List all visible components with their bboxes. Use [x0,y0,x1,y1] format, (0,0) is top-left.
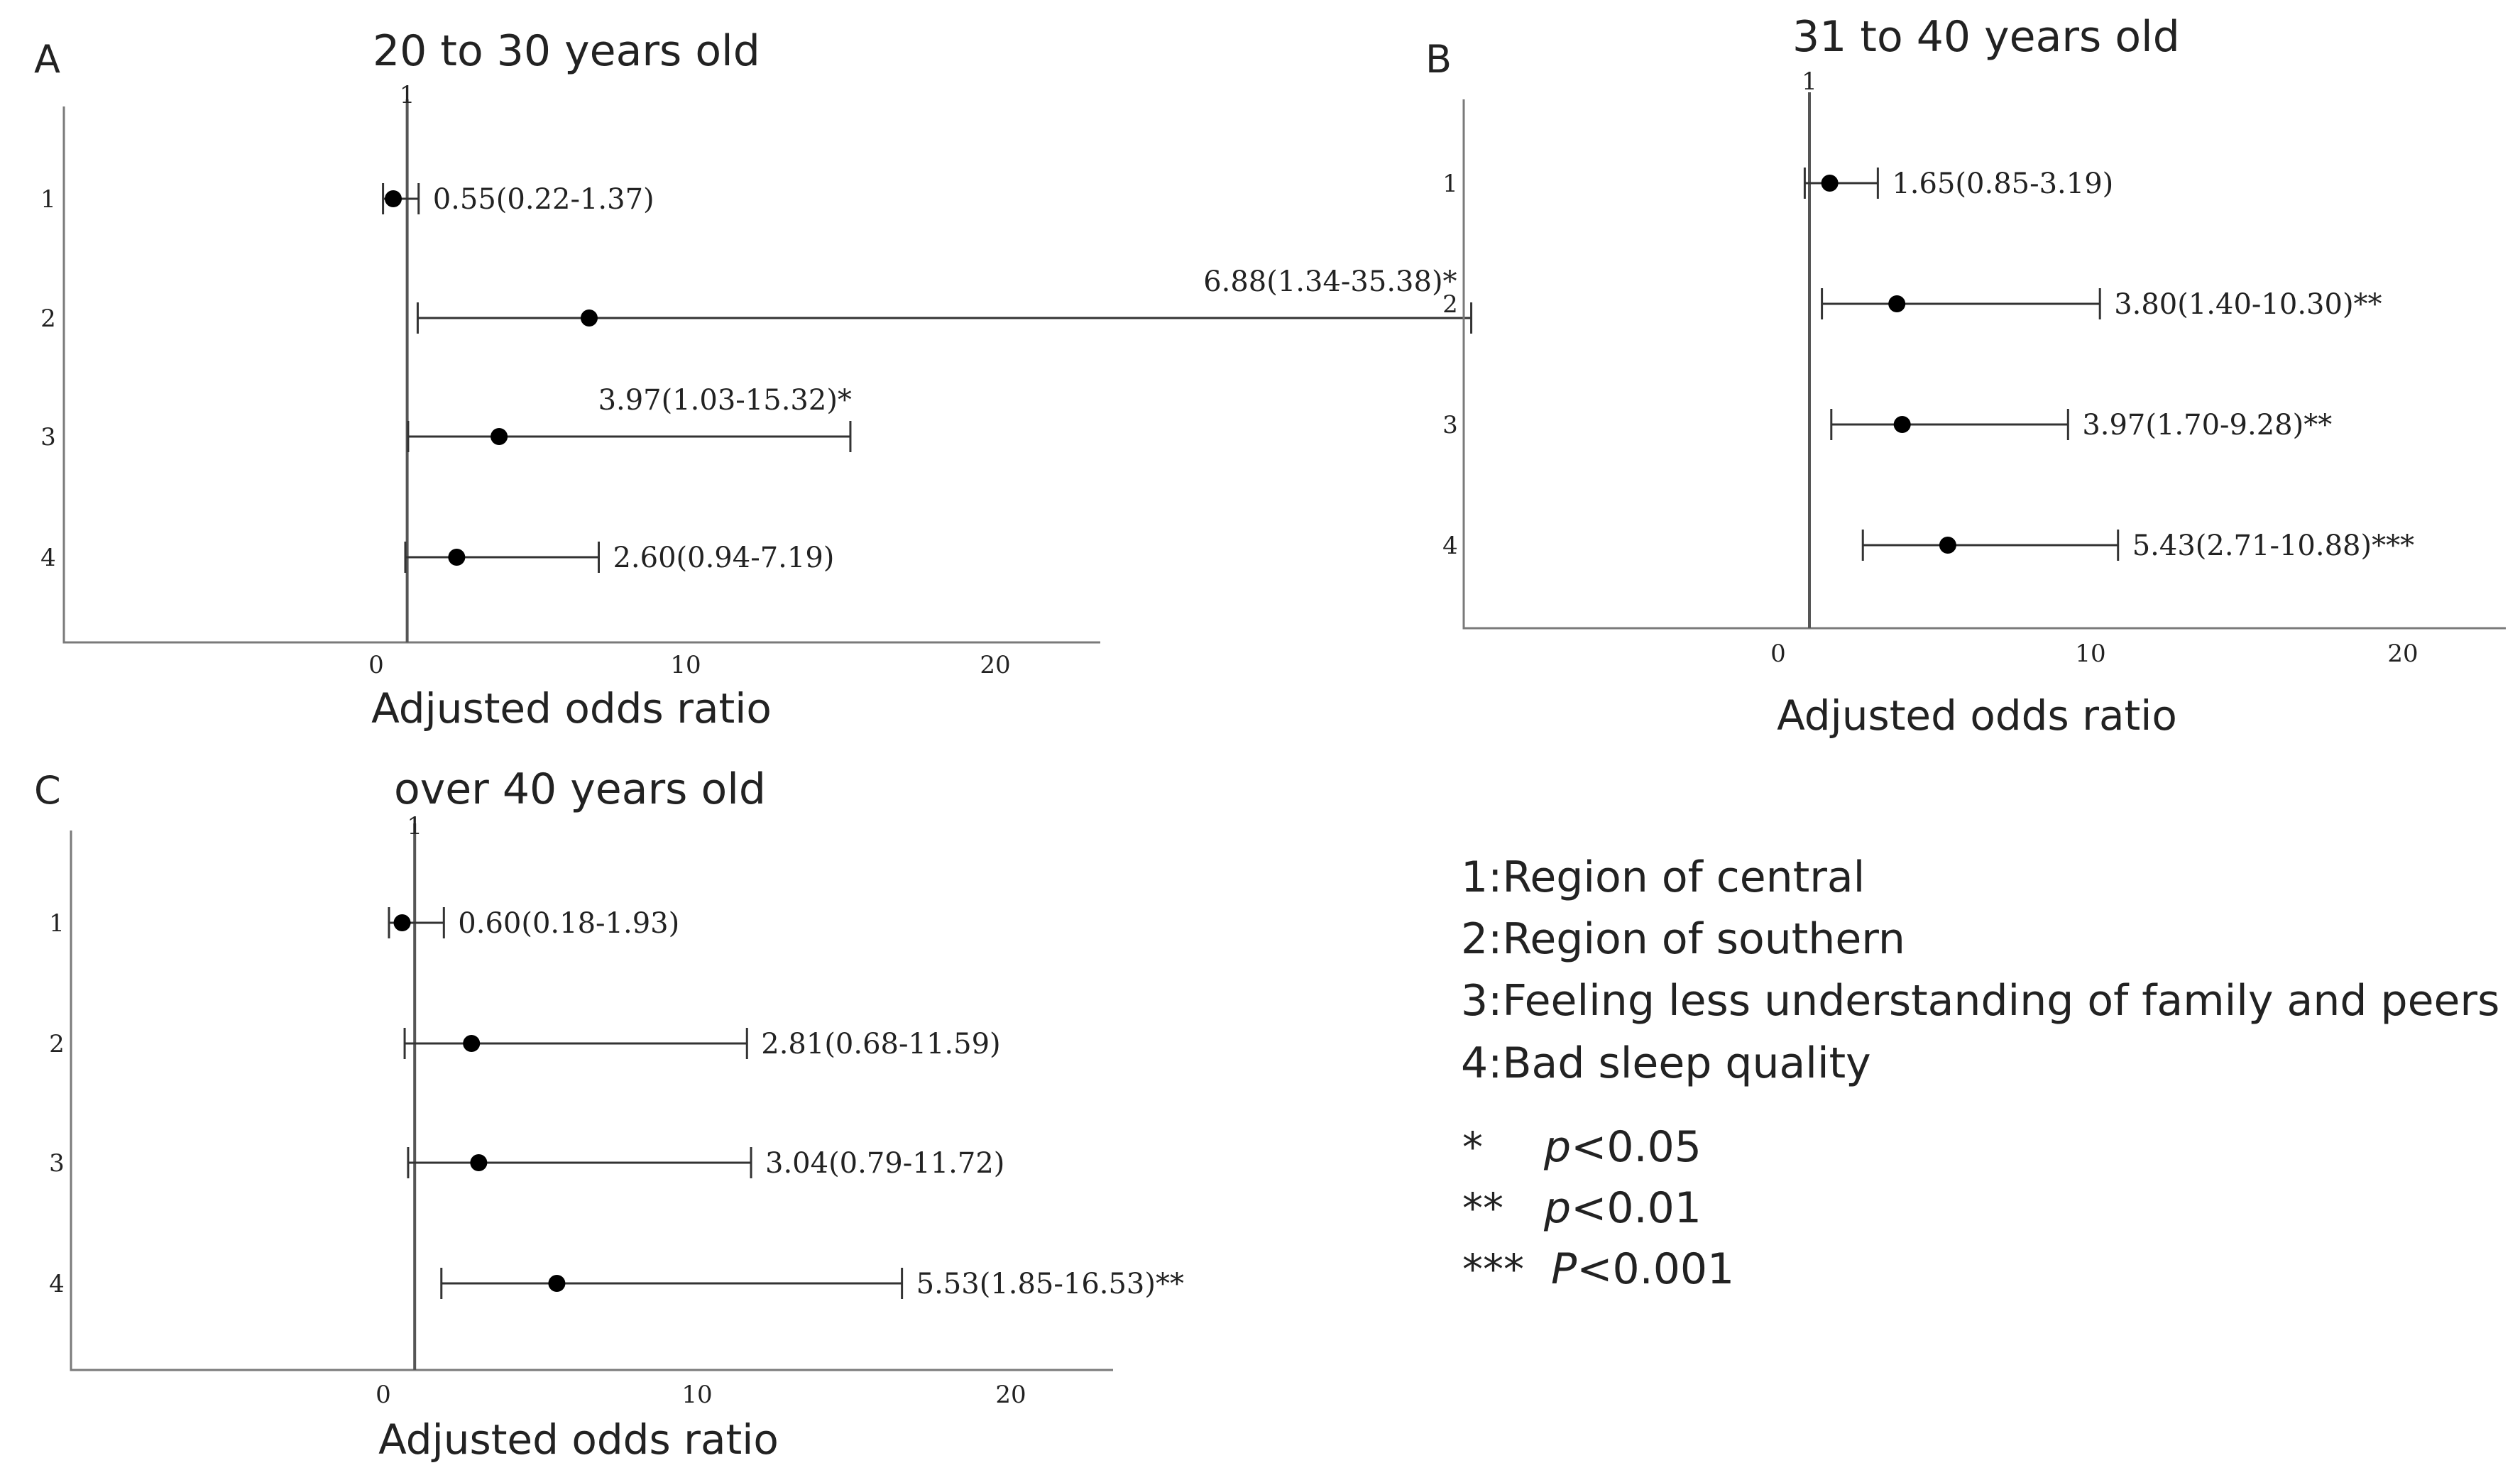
odds-ratio-point [1888,295,1906,312]
odds-ratio-point [1893,416,1911,433]
data-label: 5.53(1.85-16.53)** [916,1268,1184,1300]
panel-title: over 40 years old [394,764,766,814]
axis-frame [1462,99,2506,630]
sig-rest-3: <0.001 [1577,1244,1734,1294]
axis-frame [62,106,1100,644]
data-label: 1.65(0.85-3.19) [1892,168,2113,200]
odds-ratio-point [1821,175,1839,192]
sig-text-2: p<0.01 [1543,1183,1702,1233]
category-label: 2 [49,1030,65,1058]
sig-symbol-1: * [1462,1123,1483,1171]
x-tick-label: 10 [681,1381,712,1409]
panel-letter: C [34,768,61,813]
category-label: 3 [49,1149,65,1178]
odds-ratio-point [580,309,598,327]
data-label: 3.04(0.79-11.72) [765,1147,1004,1180]
category-label: 4 [40,544,56,572]
x-tick-label: 20 [2387,640,2418,668]
odds-ratio-point [448,549,466,566]
x-axis-label: Adjusted odds ratio [378,1415,779,1464]
category-label: 1 [1442,170,1458,198]
panel-title: 31 to 40 years old [1792,12,2180,62]
reference-line-label: 1 [400,81,415,109]
x-tick-label: 10 [2075,640,2105,668]
category-label: 1 [49,909,65,938]
x-tick-label: 0 [376,1381,391,1409]
data-label: 2.60(0.94-7.19) [613,542,834,574]
legend-item-3: 3:Feeling less understanding of family a… [1461,976,2499,1026]
legend-item-2: 2:Region of southern [1461,914,1905,964]
category-label: 4 [49,1270,65,1298]
data-label: 0.55(0.22-1.37) [433,183,654,216]
odds-ratio-point [384,190,402,207]
x-tick-label: 10 [670,651,701,679]
category-label: 2 [1442,290,1458,319]
sig-rest-2: <0.01 [1571,1183,1702,1233]
sig-p-3: P [1551,1244,1577,1294]
odds-ratio-point [491,428,508,445]
x-axis-label: Adjusted odds ratio [371,684,772,733]
odds-ratio-point [1939,537,1956,554]
x-tick-label: 0 [1770,640,1786,668]
x-tick-label: 0 [368,651,384,679]
odds-ratio-point [548,1275,566,1292]
data-label: 2.81(0.68-11.59) [761,1028,1000,1060]
sig-text-3: P<0.001 [1551,1244,1734,1294]
x-tick-label: 20 [980,651,1010,679]
axis-frame [70,831,1113,1371]
sig-text-1: p<0.05 [1543,1122,1702,1172]
reference-line-label: 1 [407,812,422,840]
odds-ratio-point [470,1154,488,1171]
x-tick-label: 20 [995,1381,1026,1409]
data-label: 3.97(1.70-9.28)** [2082,409,2332,442]
category-label: 4 [1442,532,1458,560]
odds-ratio-point [463,1035,481,1052]
category-label: 2 [40,305,56,333]
category-label: 3 [40,423,56,451]
data-label: 6.88(1.34-35.38)* [1203,265,1457,298]
sig-rest-1: <0.05 [1571,1122,1702,1172]
legend-item-1: 1:Region of central [1461,853,1865,902]
category-label: 3 [1442,411,1458,439]
panel-title: 20 to 30 years old [373,26,760,76]
data-label: 0.60(0.18-1.93) [458,907,679,940]
x-axis-label: Adjusted odds ratio [1777,691,2177,740]
odds-ratio-point [393,914,411,931]
data-label: 5.43(2.71-10.88)*** [2132,530,2414,562]
data-label: 3.80(1.40-10.30)** [2114,288,2382,321]
category-label: 1 [40,185,56,214]
panel-letter: A [34,37,60,82]
sig-p-1: p [1543,1122,1571,1172]
panel-letter: B [1425,37,1452,82]
sig-p-2: p [1543,1183,1571,1233]
legend: 1:Region of central 2:Region of southern… [1461,853,2499,1294]
legend-item-4: 4:Bad sleep quality [1461,1038,1871,1088]
sig-symbol-2: ** [1462,1184,1503,1232]
data-label: 3.97(1.03-15.32)* [598,384,852,417]
sig-symbol-3: *** [1462,1245,1524,1293]
reference-line-label: 1 [1802,67,1817,96]
